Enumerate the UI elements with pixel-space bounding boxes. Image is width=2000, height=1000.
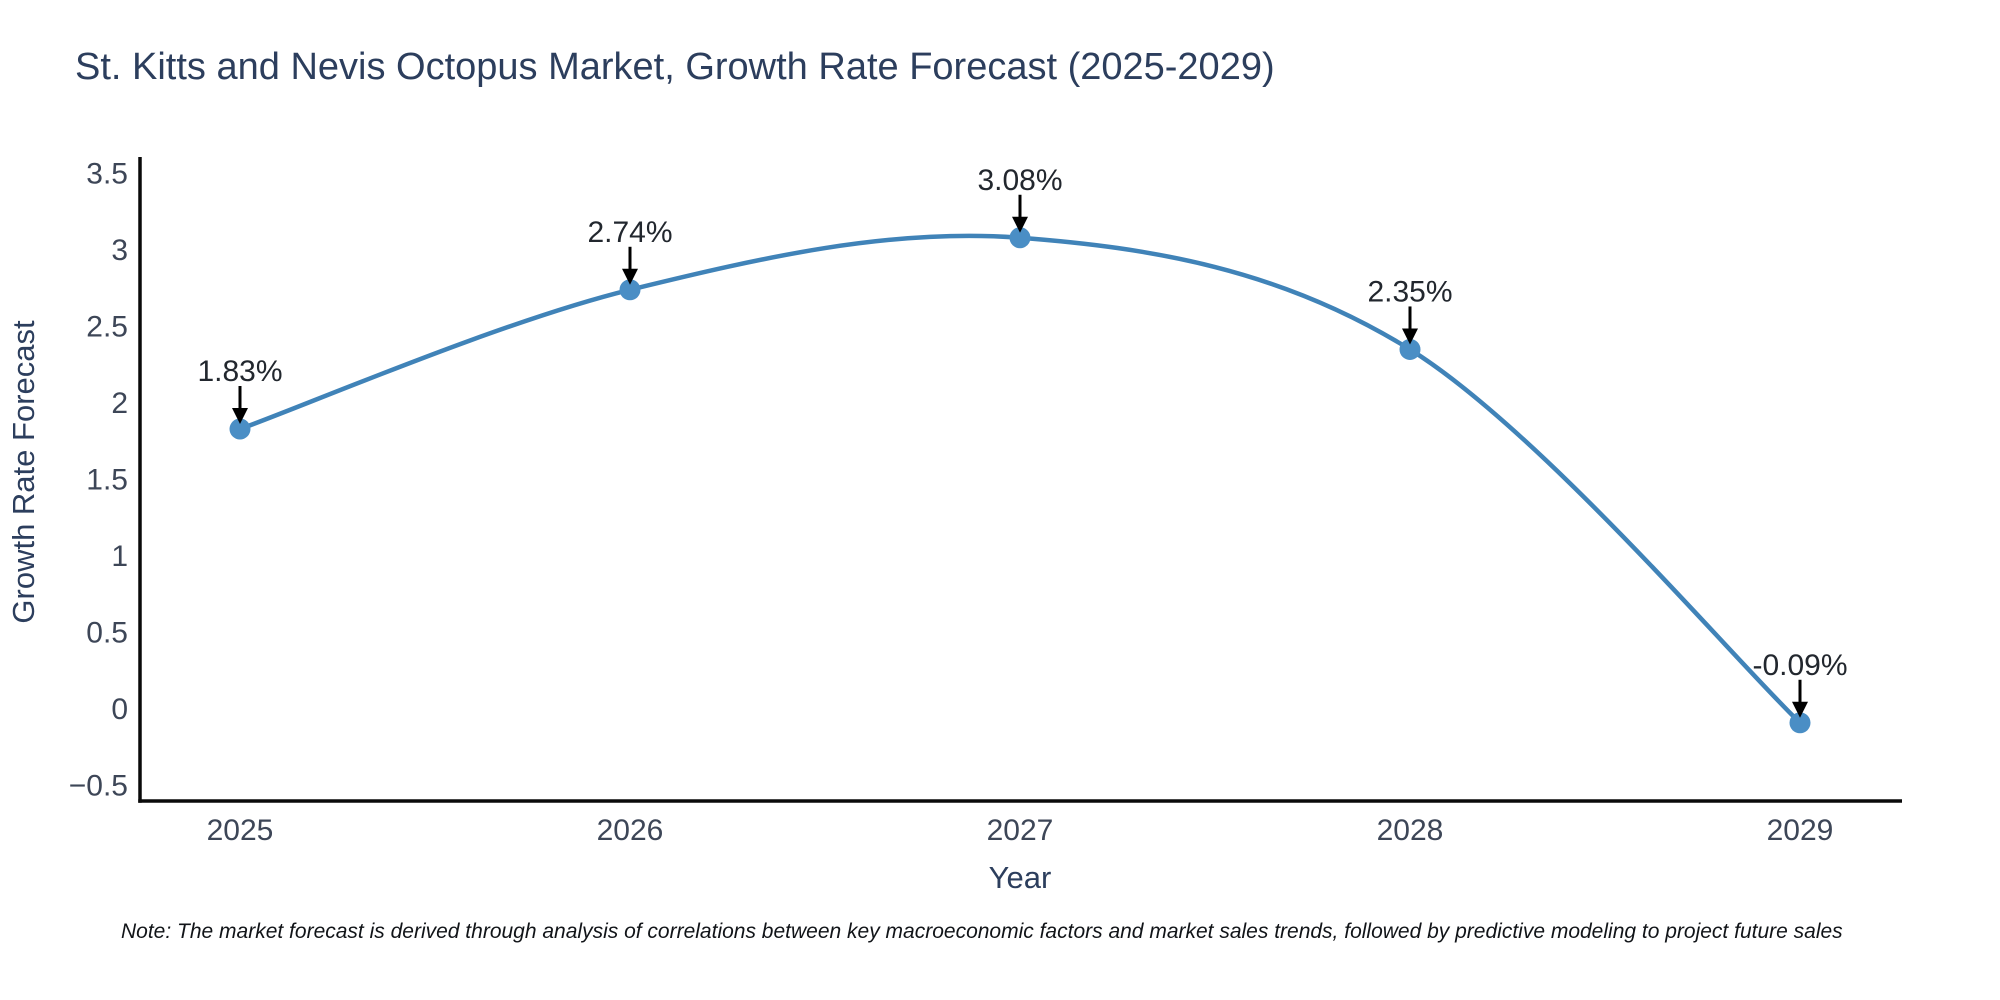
x-tick-label: 2025 — [207, 814, 274, 847]
y-tick-label: 3.5 — [86, 158, 128, 191]
data-point-marker — [619, 279, 641, 301]
footnote: Note: The market forecast is derived thr… — [121, 920, 1843, 943]
data-point-marker — [1789, 712, 1811, 734]
x-tick-label: 2029 — [1767, 814, 1834, 847]
annotation-arrow-head — [1792, 701, 1808, 718]
data-point-marker — [1009, 227, 1031, 249]
y-tick-label: 0.5 — [86, 617, 128, 650]
annotation-label: 1.83% — [197, 355, 282, 388]
annotation-arrow-head — [622, 268, 638, 285]
y-tick-label: 0 — [111, 693, 128, 726]
x-tick-label: 2028 — [1377, 814, 1444, 847]
y-tick-label: 1.5 — [86, 464, 128, 497]
annotation-arrow-head — [1402, 328, 1418, 345]
annotation-label: 2.74% — [587, 216, 672, 249]
forecast-line — [237, 233, 1803, 726]
x-tick-label: 2026 — [597, 814, 664, 847]
annotation-label: 3.08% — [977, 164, 1062, 197]
y-tick-label: 2 — [111, 387, 128, 420]
annotation-label: 2.35% — [1367, 275, 1452, 308]
chart-title: St. Kitts and Nevis Octopus Market, Grow… — [75, 46, 1275, 88]
y-tick-label: 3 — [111, 234, 128, 267]
annotation-arrow-head — [232, 408, 248, 425]
y-tick-label: 2.5 — [86, 311, 128, 344]
data-point-marker — [1399, 338, 1421, 360]
x-axis-title: Year — [988, 860, 1052, 895]
data-point-marker — [229, 418, 251, 440]
annotation-arrow-head — [1012, 216, 1028, 233]
y-tick-label: 1 — [111, 540, 128, 573]
annotation-label: -0.09% — [1752, 649, 1847, 682]
x-tick-label: 2027 — [987, 814, 1054, 847]
y-tick-label: −0.5 — [69, 770, 128, 803]
